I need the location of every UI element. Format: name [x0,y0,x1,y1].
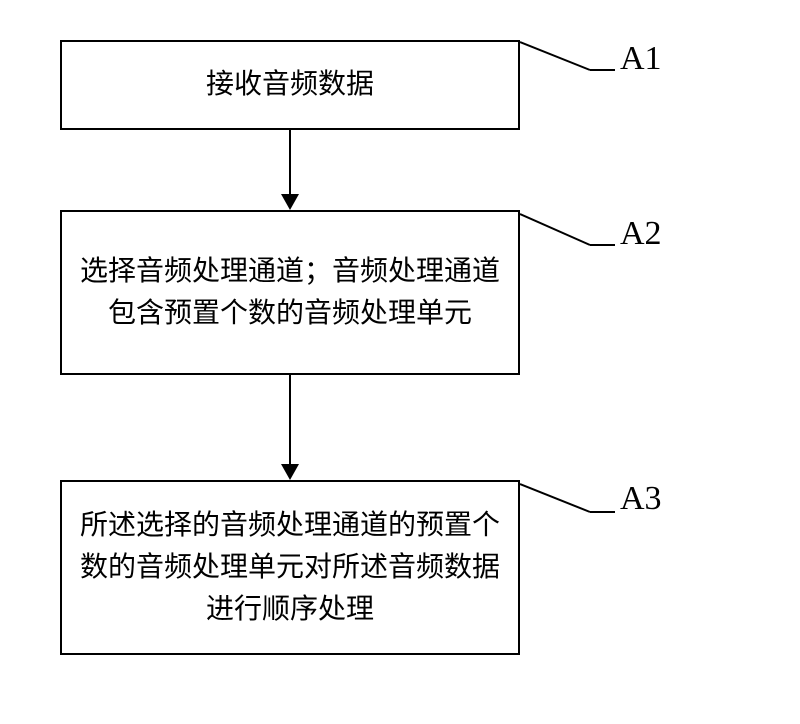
flow-label-a1: A1 [620,40,662,78]
flow-node-a1-text: 接收音频数据 [192,64,388,106]
callout-a2 [520,212,620,254]
flow-node-a2: 选择音频处理通道；音频处理通道包含预置个数的音频处理单元 [60,210,520,375]
flow-node-a1: 接收音频数据 [60,40,520,130]
flow-label-a3: A3 [620,480,662,518]
flow-node-a3: 所述选择的音频处理通道的预置个数的音频处理单元对所述音频数据进行顺序处理 [60,480,520,655]
callout-a3 [520,482,620,522]
callout-a1 [520,40,620,80]
flow-node-a3-text: 所述选择的音频处理通道的预置个数的音频处理单元对所述音频数据进行顺序处理 [62,505,518,631]
flow-label-a2: A2 [620,215,662,253]
flow-node-a2-text: 选择音频处理通道；音频处理通道包含预置个数的音频处理单元 [62,251,518,335]
